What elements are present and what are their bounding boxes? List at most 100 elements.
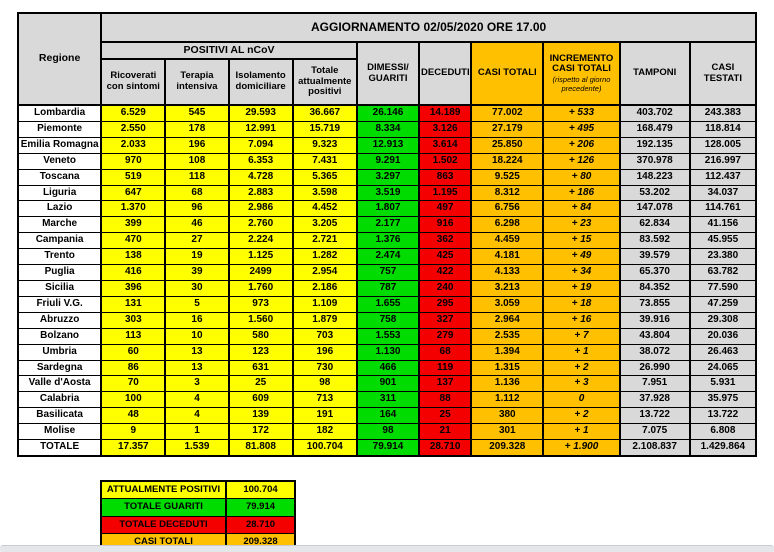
cell-ricoverati: 303 (100, 311, 167, 329)
header-totale-positivi: Totale attualmente positivi (291, 58, 358, 106)
cell-incremento: + 2 (542, 359, 621, 377)
cell-incremento: + 49 (542, 248, 621, 266)
cell-isolamento: 4.728 (227, 168, 294, 186)
table-row: Umbria 60 13 123 196 1.130 68 1.394 + 1 38.072 26.… (16, 343, 758, 361)
cell-incremento: + 1 (542, 423, 621, 441)
cell-casi_testati: 47.259 (688, 295, 758, 313)
cell-tamponi: 39.916 (618, 311, 691, 329)
cell-casi_testati: 24.065 (688, 359, 758, 377)
cell-isolamento: 139 (227, 407, 294, 425)
cell-totale_positivi: 1.282 (291, 248, 358, 266)
cell-tamponi: 7.075 (618, 423, 691, 441)
cell-casi_totali: 380 (470, 407, 545, 425)
cell-regione: Trento (16, 248, 103, 266)
cell-dimessi: 2.474 (355, 248, 421, 266)
cell-casi_totali: 2.535 (470, 327, 545, 345)
cell-tamponi: 148.223 (618, 168, 691, 186)
cell-terapia: 1.539 (164, 439, 230, 457)
cell-regione: Calabria (16, 391, 103, 409)
cell-isolamento: 609 (227, 391, 294, 409)
cell-ricoverati: 9 (100, 423, 167, 441)
summary-value: 28.710 (225, 515, 296, 534)
table-row: Molise 9 1 172 182 98 21 301 + 1 7.075 6.808 (16, 423, 758, 441)
cell-regione: Liguria (16, 184, 103, 202)
cell-incremento: + 2 (542, 407, 621, 425)
cell-terapia: 178 (164, 120, 230, 138)
header-ricoverati: Ricoverati con sintomi (100, 58, 167, 106)
header-terapia: Terapia intensiva (164, 58, 230, 106)
header-incremento-label: INCREMENTO CASI TOTALI (549, 52, 614, 75)
cell-deceduti: 1.195 (418, 184, 473, 202)
cell-terapia: 13 (164, 359, 230, 377)
cell-regione: Toscana (16, 168, 103, 186)
cell-totale_positivi: 1.879 (291, 311, 358, 329)
cell-terapia: 1 (164, 423, 230, 441)
cell-casi_totali: 6.298 (470, 216, 545, 234)
cell-dimessi: 311 (355, 391, 421, 409)
cell-tamponi: 43.804 (618, 327, 691, 345)
cell-regione: Lombardia (16, 104, 103, 122)
cell-casi_totali: 1.136 (470, 375, 545, 393)
cell-isolamento: 6.353 (227, 152, 294, 170)
cell-ricoverati: 519 (100, 168, 167, 186)
cell-incremento: + 15 (542, 232, 621, 250)
cell-deceduti: 3.614 (418, 136, 473, 154)
cell-deceduti: 279 (418, 327, 473, 345)
summary-row: ATTUALMENTE POSITIVI 100.704 (100, 480, 296, 500)
cell-tamponi: 39.579 (618, 248, 691, 266)
cell-incremento: + 80 (542, 168, 621, 186)
cell-deceduti: 119 (418, 359, 473, 377)
cell-casi_totali: 25.850 (470, 136, 545, 154)
cell-dimessi: 466 (355, 359, 421, 377)
cell-casi_totali: 1.112 (470, 391, 545, 409)
cell-deceduti: 21 (418, 423, 473, 441)
horizontal-scrollbar[interactable] (0, 545, 774, 552)
cell-casi_testati: 29.308 (688, 311, 758, 329)
table-title: AGGIORNAMENTO 02/05/2020 ORE 17.00 (100, 12, 757, 43)
cell-deceduti: 28.710 (418, 439, 473, 457)
cell-casi_totali: 1.315 (470, 359, 545, 377)
cell-totale_positivi: 191 (291, 407, 358, 425)
table-row: Calabria 100 4 609 713 311 88 1.112 0 37.928 35.97… (16, 391, 758, 409)
cell-incremento: + 533 (542, 104, 621, 122)
cell-isolamento: 631 (227, 359, 294, 377)
cell-deceduti: 240 (418, 279, 473, 297)
table-body: Lombardia 6.529 545 29.593 36.667 26.146 14.18… (16, 104, 758, 457)
cell-deceduti: 497 (418, 200, 473, 218)
cell-totale_positivi: 2.721 (291, 232, 358, 250)
cell-tamponi: 38.072 (618, 343, 691, 361)
cell-casi_totali: 209.328 (470, 439, 545, 457)
cell-isolamento: 7.094 (227, 136, 294, 154)
cell-casi_testati: 77.590 (688, 279, 758, 297)
cell-tamponi: 13.722 (618, 407, 691, 425)
cell-incremento: + 495 (542, 120, 621, 138)
summary-value: 100.704 (225, 480, 296, 500)
cell-ricoverati: 60 (100, 343, 167, 361)
cell-isolamento: 2499 (227, 264, 294, 281)
header-casi-totali: CASI TOTALI (470, 41, 545, 106)
cell-ricoverati: 2.550 (100, 120, 167, 138)
cell-dimessi: 901 (355, 375, 421, 393)
cell-regione: Sicilia (16, 279, 103, 297)
cell-deceduti: 362 (418, 232, 473, 250)
cell-isolamento: 2.224 (227, 232, 294, 250)
group-header-row: POSITIVI AL nCoV DIMESSI/ GUARITI DECEDU… (18, 41, 758, 106)
cell-terapia: 16 (164, 311, 230, 329)
cell-incremento: + 19 (542, 279, 621, 297)
cell-deceduti: 422 (418, 264, 473, 281)
summary-row: TOTALE GUARITI 79.914 (100, 498, 296, 517)
cell-totale_positivi: 182 (291, 423, 358, 441)
cell-casi_testati: 6.808 (688, 423, 758, 441)
table-row: Liguria 647 68 2.883 3.598 3.519 1.195 8.312 + 1… (16, 184, 758, 202)
cell-casi_testati: 41.156 (688, 216, 758, 234)
cell-tamponi: 403.702 (618, 104, 691, 122)
cell-dimessi: 1.655 (355, 295, 421, 313)
cell-terapia: 108 (164, 152, 230, 170)
cell-regione: Friuli V.G. (16, 295, 103, 313)
cell-deceduti: 425 (418, 248, 473, 266)
table-row: Campania 470 27 2.224 2.721 1.376 362 4.459 + 15… (16, 232, 758, 250)
cell-regione: Molise (16, 423, 103, 441)
cell-deceduti: 916 (418, 216, 473, 234)
summary-label: TOTALE GUARITI (100, 498, 227, 517)
cell-ricoverati: 138 (100, 248, 167, 266)
